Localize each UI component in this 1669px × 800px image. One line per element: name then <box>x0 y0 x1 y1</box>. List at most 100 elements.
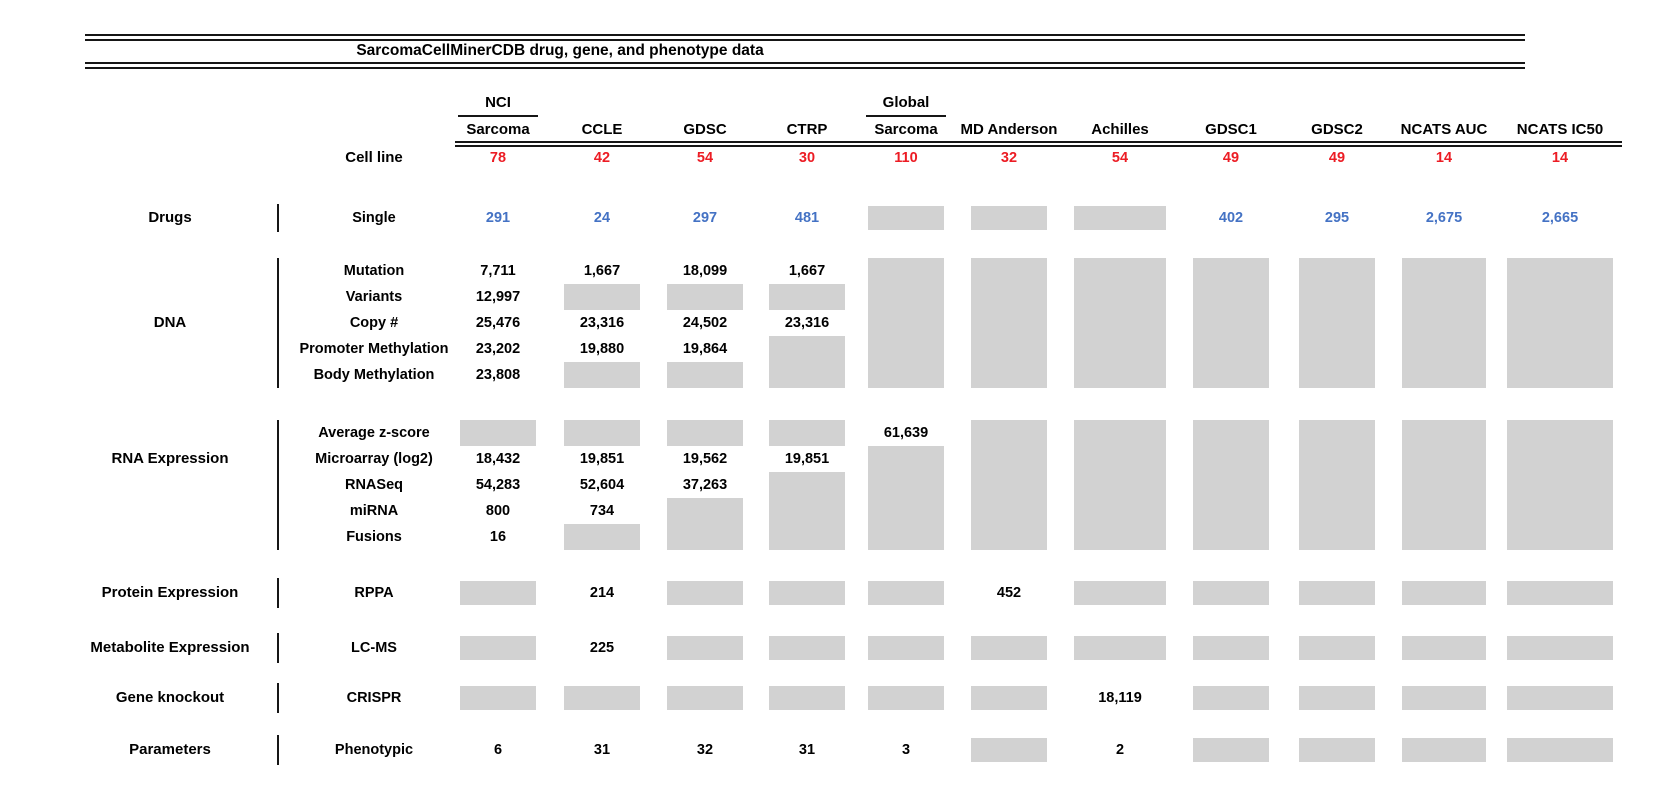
no-data-box <box>1507 524 1613 550</box>
no-data-box <box>1507 498 1613 524</box>
cell-line-count-ncats-auc: 14 <box>1435 150 1453 166</box>
row-label: Mutation <box>343 263 405 279</box>
no-data-box <box>1193 362 1269 388</box>
data-cell: 2,675 <box>1425 210 1463 226</box>
category-label: Gene knockout <box>115 689 225 706</box>
no-data-box <box>1299 284 1375 310</box>
no-data-box <box>1074 581 1166 605</box>
no-data-box <box>1074 362 1166 388</box>
title-bottom-rule <box>85 62 1525 69</box>
data-cell: 6 <box>493 742 503 758</box>
no-data-box <box>1402 446 1486 472</box>
row-label: Average z-score <box>318 425 430 441</box>
row-label: Fusions <box>346 529 402 545</box>
no-data-box <box>971 420 1047 446</box>
no-data-box <box>971 472 1047 498</box>
no-data-box <box>1507 310 1613 336</box>
cell-line-count-nci-sarcoma: 78 <box>489 150 507 166</box>
data-cell: 19,851 <box>579 451 625 467</box>
no-data-box <box>564 284 640 310</box>
no-data-box <box>1074 636 1166 660</box>
row-label: RPPA <box>354 585 394 601</box>
no-data-box <box>1402 336 1486 362</box>
no-data-box <box>667 581 743 605</box>
data-cell: 54,283 <box>475 477 521 493</box>
no-data-box <box>868 498 944 524</box>
no-data-box <box>667 636 743 660</box>
no-data-box <box>769 472 845 498</box>
data-cell: 31 <box>798 742 816 758</box>
no-data-box <box>769 362 845 388</box>
no-data-box <box>971 336 1047 362</box>
data-cell: 291 <box>485 210 511 226</box>
data-cell: 23,316 <box>784 315 830 331</box>
row-label: Body Methylation <box>313 367 435 383</box>
data-cell: 52,604 <box>579 477 625 493</box>
no-data-box <box>1074 258 1166 284</box>
cell-line-count-ctrp: 30 <box>798 150 816 166</box>
no-data-box <box>1074 336 1166 362</box>
no-data-box <box>667 362 743 388</box>
data-cell: 37,263 <box>682 477 728 493</box>
no-data-box <box>1507 636 1613 660</box>
no-data-box <box>971 446 1047 472</box>
no-data-box <box>1299 472 1375 498</box>
no-data-box <box>868 284 944 310</box>
no-data-box <box>1507 284 1613 310</box>
no-data-box <box>868 472 944 498</box>
title-top-rule <box>85 34 1525 41</box>
column-header-achilles: Achilles <box>1091 121 1149 138</box>
data-cell: 24 <box>593 210 611 226</box>
no-data-box <box>460 420 536 446</box>
no-data-box <box>1402 420 1486 446</box>
no-data-box <box>1074 310 1166 336</box>
no-data-box <box>1299 738 1375 762</box>
no-data-box <box>1507 336 1613 362</box>
no-data-box <box>971 362 1047 388</box>
no-data-box <box>1402 686 1486 710</box>
category-label: RNA Expression <box>111 450 229 467</box>
data-cell: 19,851 <box>784 451 830 467</box>
category-label: Drugs <box>148 209 192 226</box>
row-label: Single <box>352 210 396 226</box>
no-data-box <box>1193 446 1269 472</box>
no-data-box <box>1507 420 1613 446</box>
no-data-box <box>868 636 944 660</box>
category-label: DNA <box>153 314 187 331</box>
data-cell: 16 <box>489 529 507 545</box>
no-data-box <box>971 636 1047 660</box>
column-header-ncats-ic50: NCATS IC50 <box>1516 121 1604 138</box>
column-group-label-nci-sarcoma: NCI <box>485 94 511 111</box>
data-cell: 481 <box>794 210 820 226</box>
figure-title: SarcomaCellMinerCDB drug, gene, and phen… <box>356 42 764 59</box>
no-data-box <box>1299 258 1375 284</box>
data-cell: 61,639 <box>883 425 929 441</box>
no-data-box <box>1193 472 1269 498</box>
category-label: Metabolite Expression <box>90 639 250 656</box>
no-data-box <box>971 258 1047 284</box>
data-cell: 1,667 <box>583 263 621 279</box>
no-data-box <box>971 686 1047 710</box>
no-data-box <box>971 310 1047 336</box>
no-data-box <box>868 524 944 550</box>
no-data-box <box>564 362 640 388</box>
no-data-box <box>1402 524 1486 550</box>
data-cell: 225 <box>589 640 615 656</box>
row-label: Microarray (log2) <box>315 451 433 467</box>
no-data-box <box>1507 686 1613 710</box>
no-data-box <box>1074 206 1166 230</box>
row-label: RNASeq <box>344 477 403 493</box>
no-data-box <box>460 686 536 710</box>
no-data-box <box>667 498 743 524</box>
data-cell: 32 <box>696 742 714 758</box>
data-cell: 402 <box>1218 210 1244 226</box>
column-header-ncats-auc: NCATS AUC <box>1400 121 1488 138</box>
no-data-box <box>1299 362 1375 388</box>
no-data-box <box>769 581 845 605</box>
category-divider-bar <box>277 258 279 388</box>
no-data-box <box>1193 284 1269 310</box>
no-data-box <box>564 686 640 710</box>
category-divider-bar <box>277 735 279 765</box>
cell-line-count-ncats-ic50: 14 <box>1551 150 1569 166</box>
